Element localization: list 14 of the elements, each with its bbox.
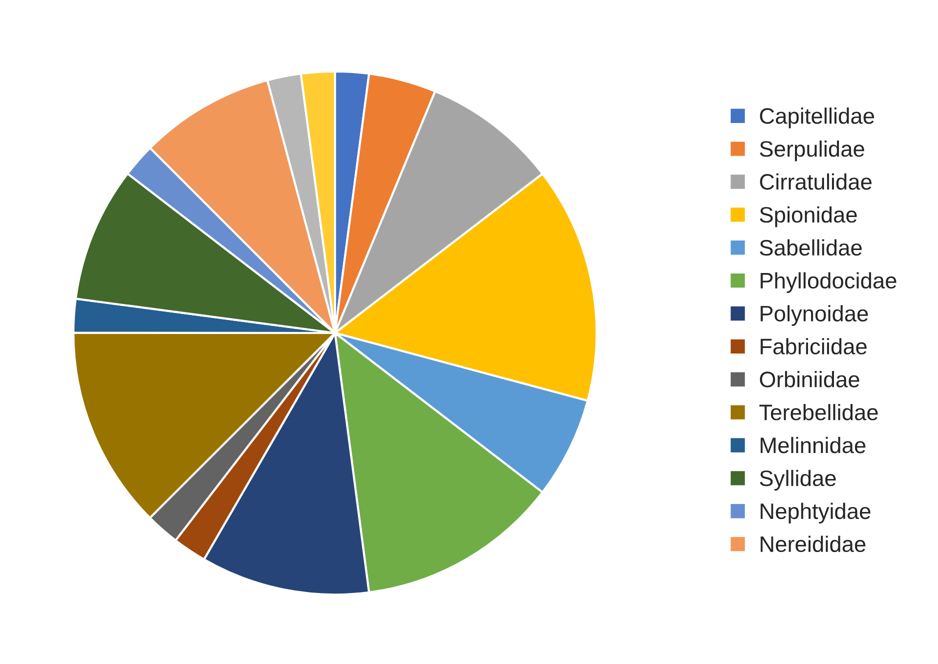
legend-label: Fabriciidae xyxy=(760,338,867,354)
legend-label: Sabellidae xyxy=(760,239,862,256)
legend-label: Melinnidae xyxy=(760,436,866,454)
legend-label: Terebellidae xyxy=(759,404,878,420)
legend-label: Serpulidae xyxy=(760,140,864,162)
legend-label: Capitellidae xyxy=(760,108,874,128)
legend-label: Polynoidae xyxy=(760,305,868,326)
legend-label: Phyllodocidae xyxy=(760,272,896,293)
legend-label: Nereididae xyxy=(760,536,866,552)
legend-label: Syllidae xyxy=(760,470,836,491)
legend-label: Cirratulidae xyxy=(760,173,872,190)
legend-label: Nephtyidae xyxy=(760,502,870,524)
legend-label: Spionidae xyxy=(760,206,857,228)
legend-label: Orbiniidae xyxy=(760,371,860,388)
